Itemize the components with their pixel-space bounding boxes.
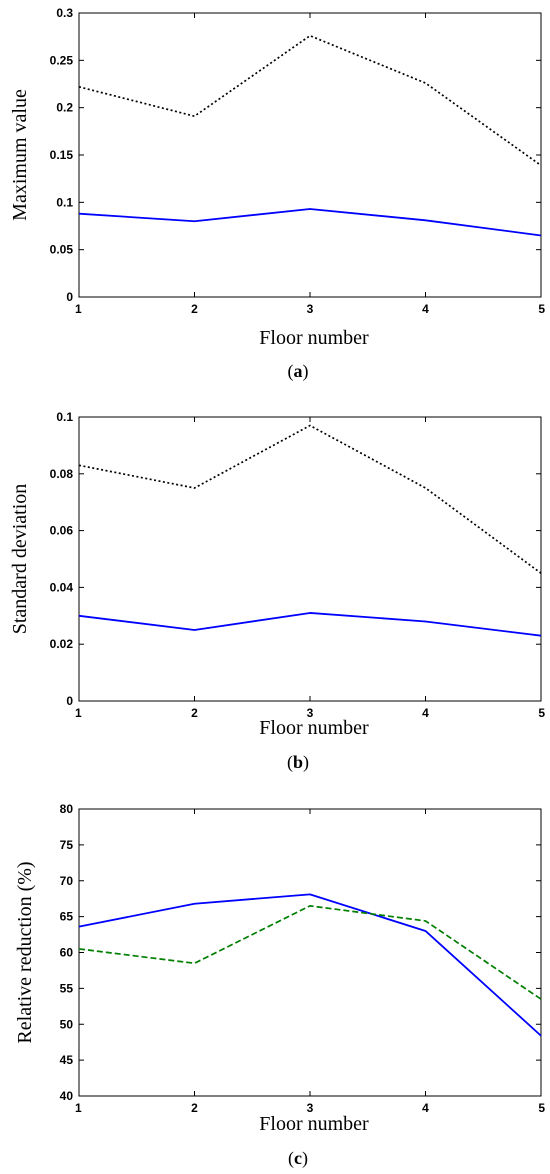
- y-tick-label: 50: [60, 1017, 74, 1031]
- caption-letter: c: [294, 1148, 302, 1168]
- x-tick-label: 4: [422, 1101, 429, 1115]
- x-tick-label: 3: [307, 1101, 314, 1115]
- y-tick-label: 0.2: [56, 101, 73, 115]
- panel-caption: (c): [288, 1148, 308, 1169]
- y-tick-label: 0.1: [56, 195, 73, 209]
- caption-letter: a: [294, 361, 303, 381]
- plot-frame: [78, 416, 542, 702]
- x-tick-label: 3: [307, 302, 314, 316]
- y-tick-label: 0: [66, 694, 73, 708]
- y-axis-label: Standard deviation: [9, 484, 31, 635]
- y-tick-label: 0.25: [50, 53, 74, 67]
- x-axis-label: Floor number: [259, 327, 369, 349]
- y-tick-label: 0.08: [50, 467, 74, 481]
- y-tick-label: 0.15: [50, 148, 74, 162]
- y-tick-label: 0.04: [50, 580, 74, 594]
- y-tick-label: 80: [60, 802, 74, 816]
- chart-panel-a: 0 0.05 0.1 0.15 0.2 0.25 0.3 1 2 3 4 5 Floor number M…: [9, 6, 545, 382]
- caption-open: (: [288, 361, 294, 382]
- caption-open: (: [288, 1148, 294, 1169]
- caption-close: ): [303, 752, 309, 773]
- x-tick-label: 1: [75, 706, 82, 720]
- y-tick-label: 0.3: [56, 6, 73, 20]
- y-tick-label: 0.06: [50, 524, 74, 538]
- plot-frame: [78, 12, 542, 298]
- caption-close: ): [303, 361, 309, 382]
- series-line-2: [78, 905, 542, 1000]
- caption-open: (: [287, 752, 293, 773]
- series-line-1: [78, 34, 542, 167]
- y-tick-label: 45: [60, 1053, 74, 1067]
- x-tick-label: 5: [538, 302, 545, 316]
- x-tick-label: 1: [75, 1101, 82, 1115]
- y-tick-label: 0: [66, 290, 73, 304]
- x-tick-label: 2: [191, 302, 198, 316]
- y-axis-label: Maximum value: [9, 89, 31, 221]
- y-tick-label: 0.05: [50, 243, 74, 257]
- y-tick-label: 55: [60, 981, 74, 995]
- caption-letter: b: [293, 752, 303, 772]
- x-tick-label: 2: [191, 1101, 198, 1115]
- y-tick-label: 65: [60, 910, 74, 924]
- x-tick-label: 5: [538, 1101, 545, 1115]
- y-tick-label: 60: [60, 946, 74, 960]
- x-tick-label: 5: [538, 706, 545, 720]
- series-line-2: [78, 612, 542, 637]
- y-tick-label: 75: [60, 838, 74, 852]
- x-tick-label: 1: [75, 302, 82, 316]
- panel-caption: (a): [288, 361, 309, 382]
- y-tick-label: 0.1: [56, 410, 73, 424]
- x-tick-label: 4: [422, 706, 429, 720]
- x-tick-label: 2: [191, 706, 198, 720]
- y-tick-label: 0.02: [50, 637, 74, 651]
- x-tick-label: 3: [307, 706, 314, 720]
- series-line-2: [78, 208, 542, 237]
- y-axis-label: Relative reduction (%): [14, 861, 36, 1043]
- series-line-1: [78, 893, 542, 1037]
- chart-panel-b: 0 0.02 0.04 0.06 0.08 0.1 1 2 3 4 5 Floor number Sta…: [9, 410, 545, 773]
- series-line-1: [78, 424, 542, 574]
- x-axis-label: Floor number: [259, 1113, 369, 1135]
- x-axis-label: Floor number: [259, 717, 369, 739]
- caption-close: ): [302, 1148, 308, 1169]
- y-tick-label: 40: [60, 1089, 74, 1103]
- panel-caption: (b): [287, 752, 309, 773]
- x-tick-label: 4: [422, 302, 429, 316]
- y-tick-label: 70: [60, 874, 74, 888]
